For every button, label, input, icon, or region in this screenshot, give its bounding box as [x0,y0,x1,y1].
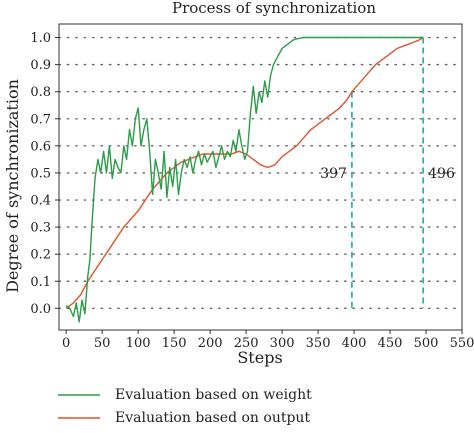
x-tick-label: 200 [198,336,223,351]
legend-label: Evaluation based on weight [115,387,312,403]
y-tick-label: 0.0 [30,302,51,317]
x-tick-label: 450 [378,336,403,351]
x-tick-label: 300 [270,336,295,351]
x-tick-label: 100 [126,336,151,351]
x-tick-label: 400 [342,336,367,351]
y-tick-label: 0.1 [30,275,51,290]
x-tick-label: 250 [234,336,259,351]
y-tick-label: 0.9 [30,58,51,73]
x-tick-label: 0 [62,336,70,351]
y-axis-ticks: 0.0 0.1 0.2 0.3 0.4 0.5 0.6 0.7 0.8 0.9 1.0 [30,31,59,317]
y-axis-label: Degree of synchronization [3,79,22,293]
y-tick-label: 0.3 [30,221,51,236]
x-axis-ticks: 0 50 100 150 200 250 300 350 400 450 500 550 [62,330,474,351]
marker-label: 496 [428,166,455,182]
y-tick-label: 0.8 [30,85,51,100]
x-tick-label: 350 [306,336,331,351]
y-tick-label: 0.5 [30,166,51,181]
grid-lines [58,36,463,310]
series-line-weight [65,36,424,323]
marker-label: 397 [320,166,347,182]
x-tick-label: 50 [94,336,111,351]
chart-title: Process of synchronization [172,0,376,17]
plot-frame [58,23,463,331]
x-tick-label: 550 [450,336,474,351]
y-tick-label: 1.0 [30,31,51,46]
legend: Evaluation based on weight Evaluation bas… [58,387,312,426]
y-tick-label: 0.4 [30,194,51,209]
legend-label: Evaluation based on output [115,410,310,426]
x-tick-label: 150 [162,336,187,351]
x-axis-label: Steps [237,348,282,367]
y-tick-label: 0.2 [30,248,51,263]
step-markers: 397 496 [320,37,455,309]
y-tick-label: 0.7 [30,112,51,127]
series-lines [65,36,424,323]
y-tick-label: 0.6 [30,139,51,154]
x-tick-label: 500 [414,336,439,351]
